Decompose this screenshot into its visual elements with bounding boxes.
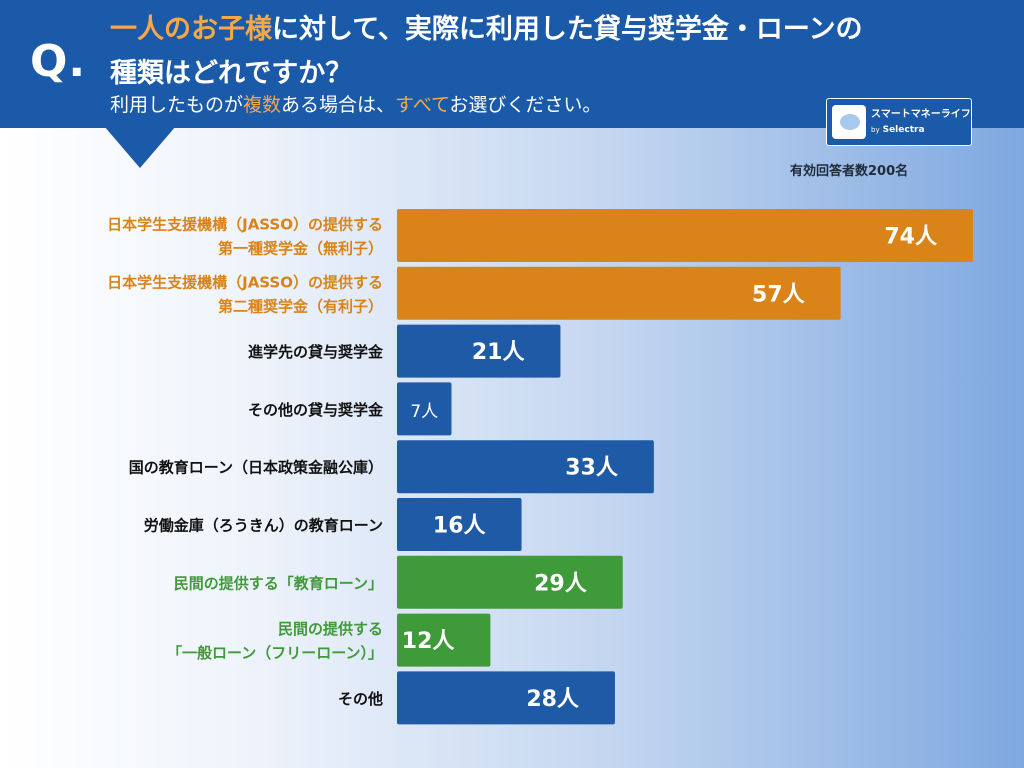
bar-value-label-8: 28人 [526, 687, 579, 712]
bar-value-label-3: 7人 [410, 402, 438, 422]
bar-value-label-6: 29人 [534, 571, 587, 596]
category-label-0-1: 第一種奨学金（無利子） [218, 240, 383, 258]
bar-2 [397, 324, 561, 378]
category-label-2-0: 進学先の貸与奨学金 [248, 343, 384, 361]
category-label-7-1: 「一般ローン（フリーローン）」 [167, 644, 383, 662]
category-label-3-0: その他の貸与奨学金 [248, 401, 384, 419]
subtitle-highlight: 複数 [243, 94, 282, 116]
logo-brand: by Selectra [871, 125, 925, 135]
title-highlight: 一人のお子様 [110, 14, 272, 45]
title-text: に対して、実際に利用した貸与奨学金・ローンの [272, 14, 863, 45]
bar-7 [397, 613, 491, 667]
title-text-line2: 種類はどれですか？ [110, 58, 353, 89]
bar-value-label-5: 16人 [433, 514, 486, 539]
bar-value-label-1: 57人 [752, 282, 805, 307]
brand-logo: スマートマネーライフ by Selectra [826, 98, 972, 146]
bar-value-label-2: 21人 [472, 340, 525, 365]
bar-value-label-7: 12人 [402, 629, 455, 654]
bar-3 [397, 382, 452, 436]
bar-5 [397, 498, 522, 551]
category-label-1-1: 第二種奨学金（有利子） [218, 297, 383, 315]
category-label-1-0: 日本学生支援機構（JASSO）の提供する [107, 273, 383, 291]
logo-by: by [871, 126, 880, 134]
bar-value-label-4: 33人 [565, 456, 618, 481]
category-label-7-0: 民間の提供する [278, 620, 383, 638]
bar-8 [397, 671, 615, 725]
question-mark-label: Q. [30, 36, 87, 87]
bar-value-label-0: 74人 [884, 225, 937, 250]
bar-1 [397, 266, 841, 320]
subtitle-highlight: すべて [395, 94, 450, 116]
category-label-0-0: 日本学生支援機構（JASSO）の提供する [107, 216, 383, 234]
header-pointer [104, 126, 176, 168]
piggy-bank-icon [832, 105, 866, 139]
bar-0 [397, 209, 973, 262]
logo-text: スマートマネーライフ [871, 109, 971, 120]
category-label-4-0: 国の教育ローン（日本政策金融公庫） [129, 459, 383, 477]
subtitle-text: 利用したものが [110, 94, 244, 116]
category-label-8-0: その他 [338, 690, 383, 708]
bar-4 [397, 440, 654, 494]
question-title: 一人のお子様に対して、実際に利用した貸与奨学金・ローンの 種類はどれですか？ [110, 8, 1010, 96]
category-label-6-0: 民間の提供する「教育ローン」 [174, 574, 383, 592]
question-subtitle: 利用したものが複数ある場合は、すべてお選びください。 [110, 92, 601, 118]
category-label-5-0: 労働金庫（ろうきん）の教育ローン [144, 517, 383, 535]
subtitle-text: ある場合は、 [281, 94, 396, 116]
respondent-count: 有効回答者数200名 [790, 164, 909, 179]
subtitle-text: お選びください。 [449, 94, 602, 116]
logo-brand-name: Selectra [882, 125, 925, 135]
bar-6 [397, 555, 623, 609]
